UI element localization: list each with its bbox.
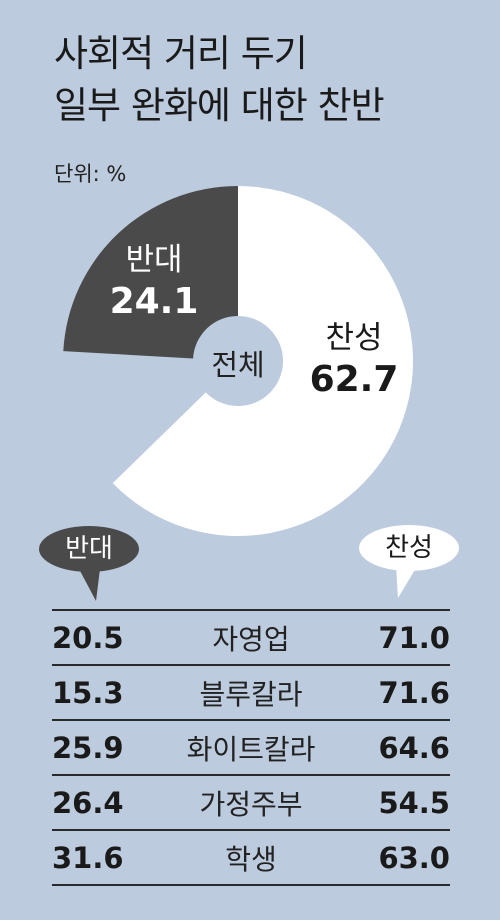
chart-title: 사회적 거리 두기 일부 완화에 대한 찬반 bbox=[54, 28, 385, 132]
label-oppose-name: 반대 bbox=[125, 242, 183, 278]
table-row: 20.5 자영업 71.0 bbox=[52, 609, 450, 664]
table-row: 15.3 블루칼라 71.6 bbox=[52, 664, 450, 719]
donut-chart bbox=[63, 186, 414, 536]
group-name: 화이트칼라 bbox=[186, 732, 316, 766]
label-oppose-value: 24.1 bbox=[109, 281, 199, 322]
oppose-value: 20.5 bbox=[52, 620, 124, 655]
oppose-bubble-label: 반대 bbox=[65, 534, 113, 564]
group-table: 20.5 자영업 71.0 15.3 블루칼라 71.6 25.9 화이트칼라 … bbox=[52, 609, 450, 886]
favor-value: 54.5 bbox=[378, 785, 450, 820]
favor-value: 63.0 bbox=[378, 840, 450, 875]
label-favor: 찬성 62.7 bbox=[298, 318, 410, 402]
table-row: 31.6 학생 63.0 bbox=[52, 829, 450, 886]
title-line-2: 일부 완화에 대한 찬반 bbox=[54, 84, 385, 127]
favor-value: 71.6 bbox=[378, 675, 450, 710]
oppose-value: 26.4 bbox=[52, 785, 124, 820]
label-favor-value: 62.7 bbox=[309, 359, 399, 400]
group-name: 자영업 bbox=[212, 622, 290, 656]
slice-favor bbox=[112, 186, 414, 536]
oppose-speech-bubble: 반대 bbox=[38, 525, 140, 603]
title-line-1: 사회적 거리 두기 bbox=[54, 32, 308, 75]
table-row: 25.9 화이트칼라 64.6 bbox=[52, 719, 450, 774]
table-row: 26.4 가정주부 54.5 bbox=[52, 774, 450, 829]
favor-value: 64.6 bbox=[378, 730, 450, 765]
oppose-value: 25.9 bbox=[52, 730, 124, 765]
favor-bubble-label: 찬성 bbox=[385, 533, 433, 563]
favor-speech-bubble: 찬성 bbox=[358, 522, 460, 600]
oppose-value: 31.6 bbox=[52, 840, 124, 875]
favor-value: 71.0 bbox=[378, 620, 450, 655]
label-oppose: 반대 24.1 bbox=[108, 240, 200, 324]
group-name: 블루칼라 bbox=[199, 677, 303, 711]
unit-label: 단위: % bbox=[54, 162, 127, 186]
group-name: 학생 bbox=[225, 842, 277, 876]
oppose-value: 15.3 bbox=[52, 675, 124, 710]
donut-center-label: 전체 bbox=[211, 348, 265, 382]
slice-oppose bbox=[63, 186, 239, 359]
group-name: 가정주부 bbox=[199, 787, 303, 821]
label-favor-name: 찬성 bbox=[325, 320, 383, 356]
